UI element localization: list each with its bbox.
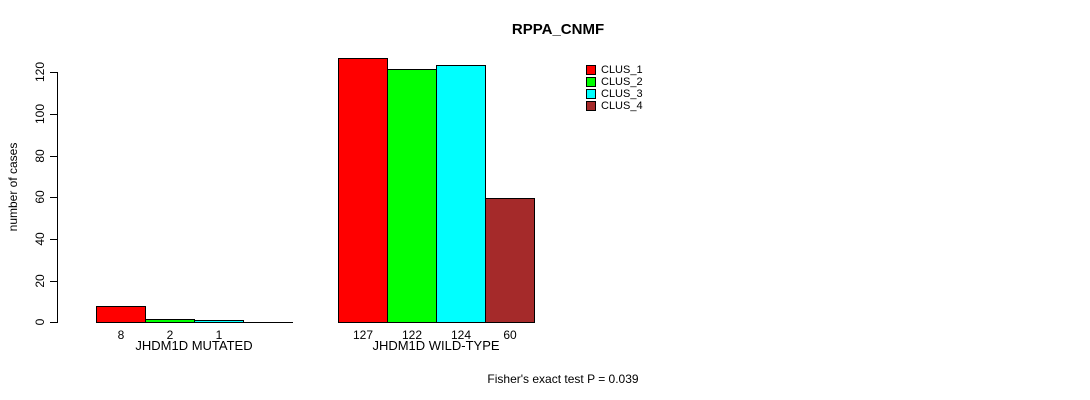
bar-value-label: 2 <box>166 328 174 342</box>
y-tick <box>50 72 57 73</box>
legend-item: CLUS_4 <box>586 100 643 112</box>
y-tick <box>50 239 57 240</box>
bar-clus_3-mutated <box>194 320 244 323</box>
bar-value-label: 127 <box>352 328 374 342</box>
y-tick <box>50 197 57 198</box>
x-group-label: JHDM1D WILD-TYPE <box>372 338 500 353</box>
y-tick-label: 20 <box>33 274 47 288</box>
bar-clus_4-wild-type <box>485 198 535 323</box>
bar-value-label: 60 <box>503 328 517 342</box>
legend-item: CLUS_3 <box>586 88 643 100</box>
bar-value-label: 8 <box>117 328 125 342</box>
y-tick-label: 80 <box>33 149 47 163</box>
bar-clus_1-mutated <box>96 306 146 323</box>
legend-item: CLUS_1 <box>586 64 643 76</box>
annotation-text: Fisher's exact test P = 0.039 <box>487 372 639 386</box>
legend-swatch <box>586 77 596 87</box>
y-tick <box>50 156 57 157</box>
bar-clus_2-mutated <box>145 319 195 323</box>
y-axis-line <box>57 72 58 323</box>
y-tick-label: 0 <box>33 318 47 326</box>
x-group-label: JHDM1D MUTATED <box>135 338 253 353</box>
legend-swatch <box>586 65 596 75</box>
legend-label: CLUS_2 <box>601 76 643 88</box>
legend: CLUS_1 CLUS_2 CLUS_3 CLUS_4 <box>586 65 643 113</box>
y-tick-label: 120 <box>33 61 47 83</box>
y-tick <box>50 281 57 282</box>
bar-value-label: 124 <box>450 328 472 342</box>
legend-label: CLUS_4 <box>601 100 643 112</box>
chart-title: RPPA_CNMF <box>511 21 605 38</box>
legend-item: CLUS_2 <box>586 76 643 88</box>
bar-value-label: 122 <box>401 328 423 342</box>
bar-value-label: 1 <box>215 328 223 342</box>
legend-swatch <box>586 89 596 99</box>
y-tick-label: 100 <box>33 103 47 125</box>
y-tick <box>50 114 57 115</box>
y-axis-title: number of cases <box>6 142 20 232</box>
bar-clus_2-wild-type <box>387 69 437 323</box>
bar-clus_3-wild-type <box>436 65 486 323</box>
legend-swatch <box>586 101 596 111</box>
y-tick <box>50 322 57 323</box>
y-tick-label: 40 <box>33 232 47 246</box>
y-tick-label: 60 <box>33 190 47 204</box>
legend-label: CLUS_3 <box>601 88 643 100</box>
legend-label: CLUS_1 <box>601 64 643 76</box>
bar-clus_1-wild-type <box>338 58 388 323</box>
